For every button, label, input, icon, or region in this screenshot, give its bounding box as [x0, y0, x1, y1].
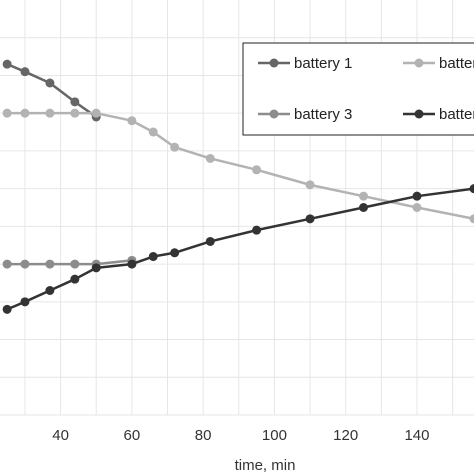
- x-tick-label: 80: [195, 427, 212, 444]
- series-4-point: [148, 252, 158, 262]
- legend-box: [242, 42, 474, 136]
- x-axis-ticks: 40 60 80 100 120 140: [52, 427, 429, 444]
- series-4-point: [359, 203, 369, 212]
- series-line-4: [6, 187, 474, 311]
- series-3-point: [20, 259, 30, 269]
- series-4-point: [70, 274, 80, 284]
- x-tick-label: 60: [124, 427, 141, 444]
- series-4-point: [20, 297, 30, 307]
- legend-label: battery 2: [439, 55, 474, 72]
- series-2-point: [469, 214, 474, 224]
- legend-swatch-marker: [414, 109, 424, 119]
- series-2-point: [70, 108, 80, 118]
- series-4-point: [469, 184, 474, 194]
- series-2-point: [148, 127, 158, 137]
- series-3-point: [2, 259, 12, 269]
- series-2-point: [305, 180, 315, 190]
- legend-label: battery 3: [294, 106, 352, 123]
- series-layer: [2, 59, 474, 314]
- x-tick-label: 100: [262, 427, 287, 444]
- series-4-point: [205, 236, 215, 246]
- series-4-point: [45, 286, 55, 295]
- series-4-point: [305, 214, 315, 224]
- series-4-point: [91, 263, 101, 273]
- legend-swatch-marker: [269, 109, 279, 119]
- legend-label: battery 4: [439, 106, 474, 123]
- x-axis-title: time, min: [235, 457, 296, 474]
- x-tick-label: 40: [52, 427, 69, 444]
- series-2-point: [127, 116, 137, 126]
- series-2-point: [252, 165, 262, 175]
- legend: battery 1 battery 2 battery 3 battery 4: [242, 42, 474, 136]
- series-2-point: [170, 142, 180, 152]
- series-2-point: [91, 108, 101, 118]
- legend-swatch-marker: [269, 58, 279, 68]
- series-4-point: [252, 225, 262, 235]
- series-2-point: [359, 191, 369, 201]
- series-2-point: [45, 108, 55, 118]
- series-4-point: [412, 191, 422, 201]
- x-tick-label: 140: [404, 427, 429, 444]
- series-2-point: [20, 108, 30, 118]
- series-4-point: [2, 304, 12, 314]
- series-1-point: [45, 78, 55, 88]
- series-1-point: [70, 97, 80, 107]
- series-1-point: [20, 67, 30, 77]
- series-2-point: [205, 153, 215, 163]
- legend-swatch-marker: [414, 58, 424, 68]
- series-3-point: [45, 259, 55, 269]
- series-2-point: [412, 203, 422, 212]
- series-2-point: [2, 108, 12, 118]
- series-4-point: [170, 248, 180, 258]
- legend-label: battery 1: [294, 55, 352, 72]
- series-4-point: [127, 259, 137, 269]
- x-tick-label: 120: [333, 427, 358, 444]
- series-1-point: [2, 59, 12, 69]
- series-3-point: [70, 259, 80, 269]
